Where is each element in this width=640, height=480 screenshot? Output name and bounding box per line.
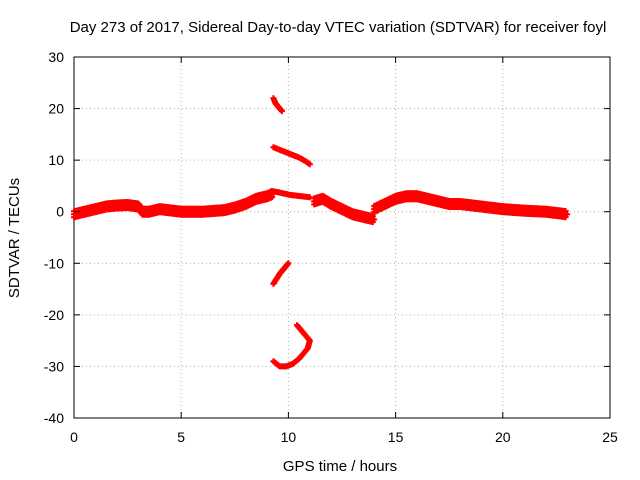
y-tick-label: -40 — [44, 410, 64, 426]
chart-title: Day 273 of 2017, Sidereal Day-to-day VTE… — [70, 19, 607, 36]
y-tick-label: -10 — [44, 255, 64, 271]
series-segment-upper-20 — [270, 95, 285, 115]
x-tick-label: 0 — [70, 429, 78, 445]
x-axis-title: GPS time / hours — [283, 458, 397, 475]
data-point — [285, 260, 292, 267]
data-point — [564, 211, 571, 218]
series-band-14-23 — [371, 190, 571, 221]
series-arc-9-11 — [268, 188, 313, 201]
data-point — [371, 216, 378, 223]
y-axis-title: SDTVAR / TECUs — [6, 178, 23, 298]
y-tick-label: 30 — [48, 49, 64, 65]
y-tick-label: -20 — [44, 307, 64, 323]
series-band-4-9 — [156, 188, 277, 218]
data-point — [369, 213, 376, 220]
data-point — [306, 194, 313, 201]
x-tick-label: 10 — [281, 429, 297, 445]
plot-area — [73, 56, 611, 419]
axes: 0 5 10 15 20 25 -40 -30 -20 -10 0 10 20 30 — [44, 49, 618, 445]
x-tick-label: 15 — [388, 429, 404, 445]
y-tick-label: -30 — [44, 358, 64, 374]
data-points — [71, 95, 571, 370]
data-point — [562, 208, 569, 215]
y-tick-label: 0 — [56, 204, 64, 220]
series-segment-upper-10 — [270, 144, 313, 168]
x-tick-label: 25 — [602, 429, 618, 445]
data-point — [269, 194, 276, 201]
y-tick-label: 10 — [48, 152, 64, 168]
y-tick-label: 20 — [48, 101, 64, 117]
data-point — [293, 322, 300, 329]
data-point — [278, 108, 285, 115]
series-band-0-4 — [71, 199, 163, 221]
series-segment-minus-12 — [270, 260, 292, 287]
series-band-11-14 — [311, 192, 378, 226]
plot-frame — [73, 56, 611, 419]
x-tick-label: 20 — [495, 429, 511, 445]
x-tick-label: 5 — [177, 429, 185, 445]
data-point — [306, 161, 313, 168]
series-segment-lower-hook — [270, 322, 313, 370]
